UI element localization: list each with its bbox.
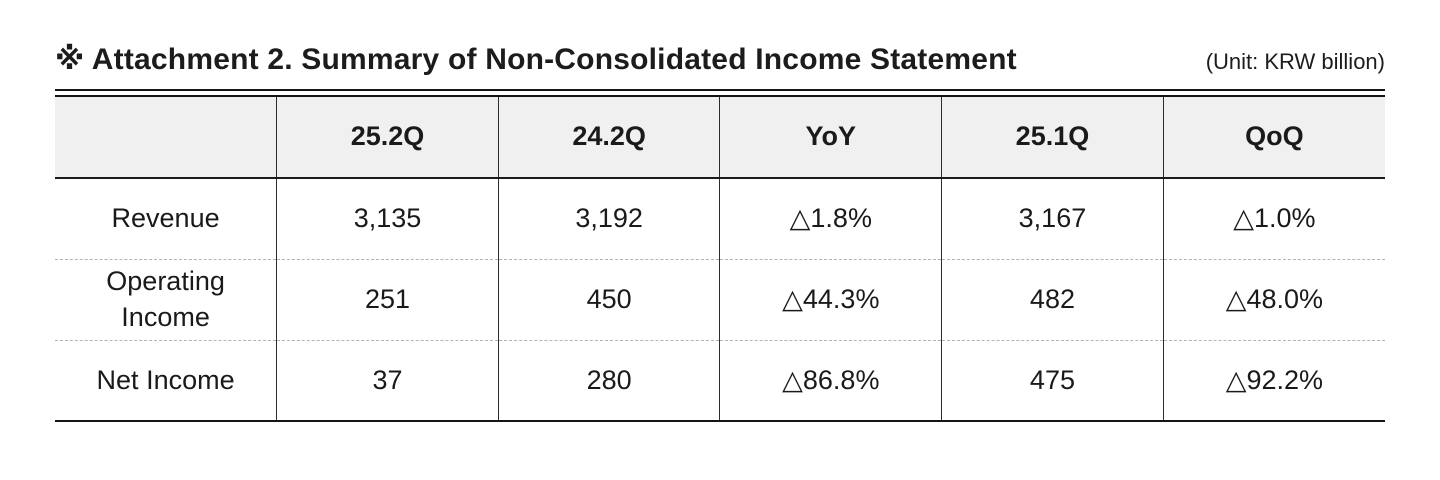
document-body: ※ Attachment 2. Summary of Non-Consolida… [55,0,1385,422]
cell-value: 482 [941,258,1164,340]
cell-value: △1.8% [719,178,942,259]
cell-value: △44.3% [719,258,942,340]
row-label: Revenue [111,203,220,234]
cell-value: △92.2% [1162,339,1385,421]
row-label: Operating Income [55,258,277,340]
header-cell-25-1q: 25.1Q [941,96,1164,179]
header-cell-25-2q: 25.2Q [276,96,499,179]
header-cell-24-2q: 24.2Q [497,96,720,179]
cell-value: 37 [276,339,499,421]
table-row-revenue: Revenue 3,135 3,192 △1.8% 3,167 △1.0% [55,178,1385,259]
header-cell-qoq: QoQ [1162,96,1385,179]
cell-value: △48.0% [1162,258,1385,340]
row-label: Net Income [55,339,277,421]
cell-value: 280 [497,339,720,421]
header-row: 25.2Q 24.2Q YoY 25.1Q QoQ [55,96,1385,179]
unit-label: (Unit: KRW billion) [1205,49,1385,74]
income-statement-table-wrap: 25.2Q 24.2Q YoY 25.1Q QoQ Revenue 3,135 … [55,89,1385,422]
table-header: 25.2Q 24.2Q YoY 25.1Q QoQ [55,96,1385,179]
cell-value: 3,167 [941,178,1164,259]
page-title: ※ Attachment 2. Summary of Non-Consolida… [55,43,1017,76]
income-statement-table: 25.2Q 24.2Q YoY 25.1Q QoQ Revenue 3,135 … [55,95,1385,422]
cell-value: △1.0% [1162,178,1385,259]
cell-value: 475 [941,339,1164,421]
cell-value: 3,192 [497,178,720,259]
table-body: Revenue 3,135 3,192 △1.8% 3,167 △1.0% Op… [55,178,1385,421]
header-cell-blank [55,96,277,179]
cell-value: 3,135 [276,178,499,259]
cell-value: 251 [276,258,499,340]
cell-value: 450 [497,258,720,340]
cell-value: △86.8% [719,339,942,421]
title-row: ※ Attachment 2. Summary of Non-Consolida… [55,42,1385,77]
table-row-operating-income: Operating Income 251 450 △44.3% 482 △48.… [55,258,1385,340]
header-cell-yoy: YoY [719,96,942,179]
table-row-net-income: Net Income 37 280 △86.8% 475 △92.2% [55,339,1385,421]
